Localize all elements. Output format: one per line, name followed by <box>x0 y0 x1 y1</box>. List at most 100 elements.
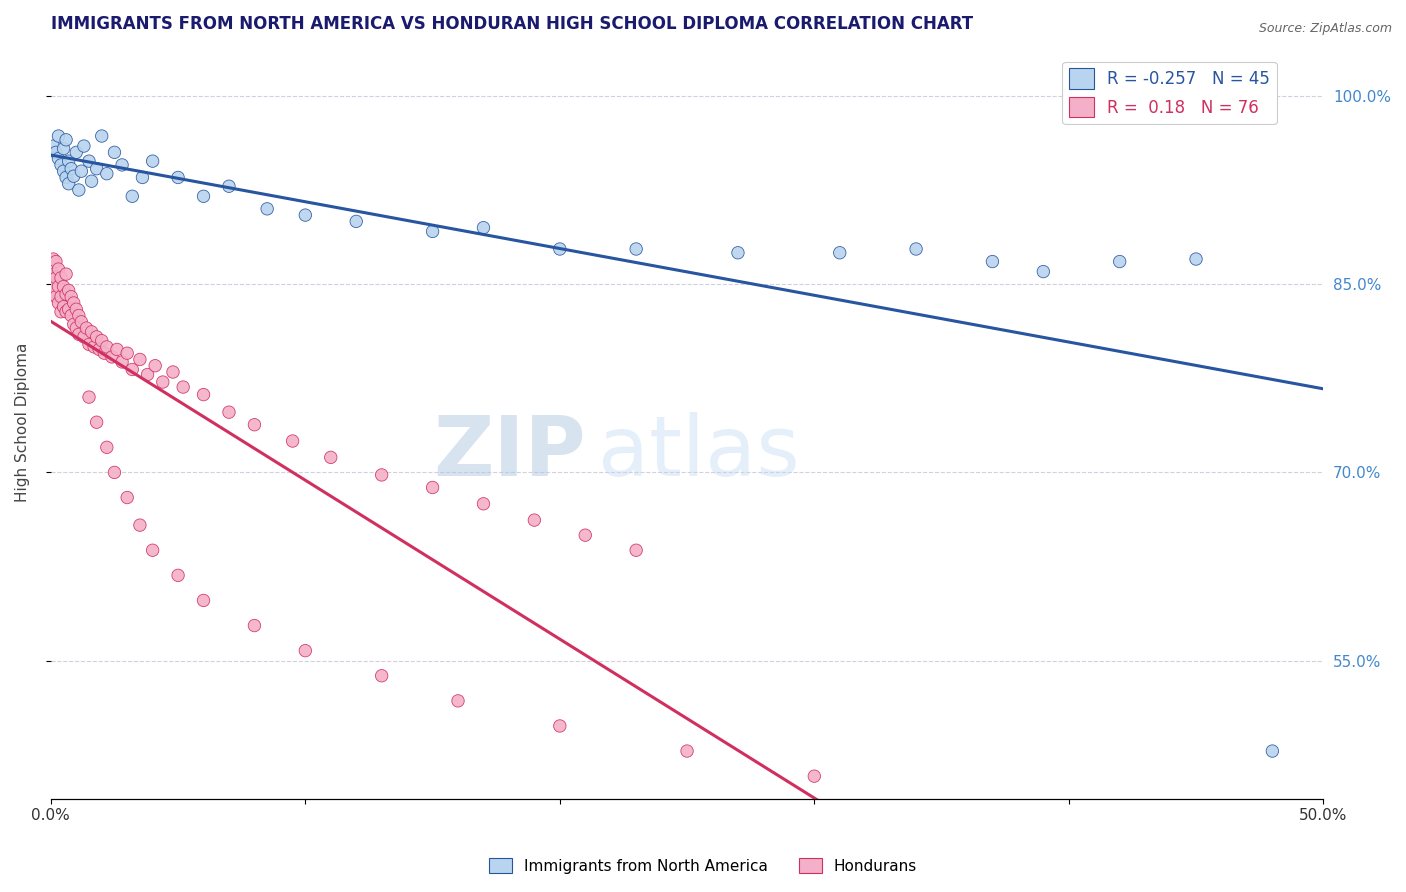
Point <box>218 179 240 194</box>
Point <box>422 224 444 238</box>
Point <box>90 334 112 348</box>
Point <box>905 242 928 256</box>
Point <box>83 340 105 354</box>
Point <box>62 169 84 184</box>
Point <box>111 158 134 172</box>
Point <box>1108 254 1130 268</box>
Point <box>472 497 495 511</box>
Point <box>256 202 278 216</box>
Point <box>65 145 87 160</box>
Point <box>80 325 103 339</box>
Point <box>52 164 75 178</box>
Legend: R = -0.257   N = 45, R =  0.18   N = 76: R = -0.257 N = 45, R = 0.18 N = 76 <box>1062 62 1277 124</box>
Point <box>77 390 100 404</box>
Point <box>60 309 83 323</box>
Point <box>52 279 75 293</box>
Point <box>294 208 316 222</box>
Point <box>131 170 153 185</box>
Point <box>58 302 80 317</box>
Point <box>676 744 699 758</box>
Point <box>422 481 444 495</box>
Point <box>1185 252 1208 266</box>
Point <box>86 330 108 344</box>
Point <box>115 491 138 505</box>
Point <box>103 145 125 160</box>
Point <box>152 375 174 389</box>
Point <box>52 300 75 314</box>
Point <box>243 618 266 632</box>
Point <box>129 518 152 533</box>
Point <box>42 267 65 281</box>
Point <box>129 352 152 367</box>
Point <box>45 254 67 268</box>
Point <box>58 284 80 298</box>
Point <box>193 593 215 607</box>
Point <box>574 528 596 542</box>
Point <box>52 142 75 156</box>
Point <box>55 287 77 301</box>
Point <box>60 290 83 304</box>
Point <box>89 343 111 357</box>
Point <box>281 434 304 448</box>
Point <box>172 380 194 394</box>
Point <box>319 450 342 465</box>
Point <box>48 152 70 166</box>
Point <box>121 189 143 203</box>
Point <box>67 309 90 323</box>
Point <box>111 355 134 369</box>
Point <box>93 346 115 360</box>
Y-axis label: High School Diploma: High School Diploma <box>15 343 30 502</box>
Point <box>49 271 72 285</box>
Point <box>45 290 67 304</box>
Point <box>96 167 118 181</box>
Point <box>70 164 93 178</box>
Point <box>447 694 470 708</box>
Point <box>67 327 90 342</box>
Point <box>60 161 83 176</box>
Point <box>472 220 495 235</box>
Point <box>42 139 65 153</box>
Point <box>67 183 90 197</box>
Point <box>80 174 103 188</box>
Point <box>243 417 266 432</box>
Point <box>193 387 215 401</box>
Point <box>981 254 1004 268</box>
Point <box>48 129 70 144</box>
Point <box>48 296 70 310</box>
Point <box>49 290 72 304</box>
Point <box>162 365 184 379</box>
Point <box>86 415 108 429</box>
Point <box>58 154 80 169</box>
Point <box>65 302 87 317</box>
Point <box>294 643 316 657</box>
Point <box>75 321 97 335</box>
Point <box>55 170 77 185</box>
Point <box>96 440 118 454</box>
Point <box>65 321 87 335</box>
Legend: Immigrants from North America, Hondurans: Immigrants from North America, Hondurans <box>482 852 924 880</box>
Point <box>624 543 647 558</box>
Point <box>727 245 749 260</box>
Point <box>48 262 70 277</box>
Point <box>1261 744 1284 758</box>
Point <box>167 568 190 582</box>
Point <box>370 669 392 683</box>
Point <box>105 343 128 357</box>
Point <box>73 139 96 153</box>
Text: ZIP: ZIP <box>433 412 585 493</box>
Point <box>86 161 108 176</box>
Point <box>90 129 112 144</box>
Point <box>142 543 165 558</box>
Point <box>167 170 190 185</box>
Point <box>523 513 546 527</box>
Point <box>96 340 118 354</box>
Point <box>55 305 77 319</box>
Point <box>624 242 647 256</box>
Point <box>77 154 100 169</box>
Point <box>803 769 825 783</box>
Point <box>344 214 367 228</box>
Point <box>58 177 80 191</box>
Point <box>55 267 77 281</box>
Point <box>49 305 72 319</box>
Point <box>49 158 72 172</box>
